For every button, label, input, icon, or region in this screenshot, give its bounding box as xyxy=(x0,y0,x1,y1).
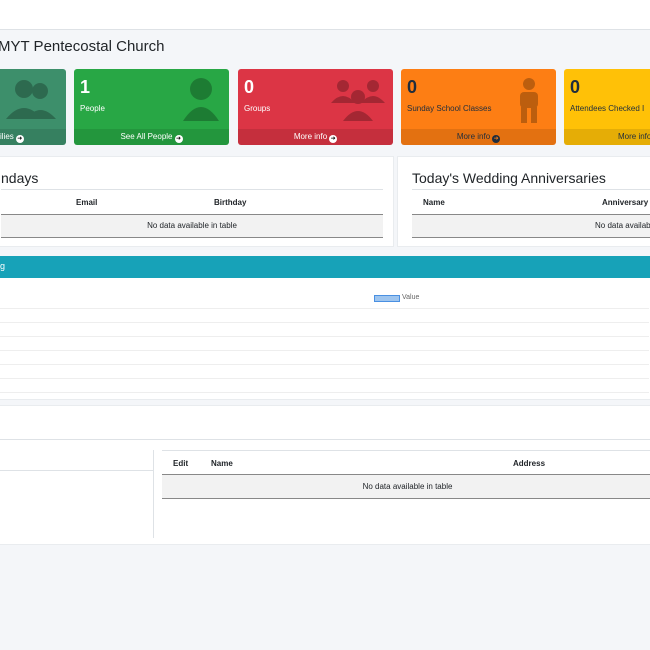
child-icon xyxy=(520,78,538,123)
users-icon xyxy=(6,80,56,119)
top-navbar xyxy=(0,0,650,30)
groups-card[interactable]: 0 Groups More info ➜ xyxy=(238,69,393,145)
sunday-school-more-info-link[interactable]: More info ➜ xyxy=(401,129,556,145)
groups-more-info-link[interactable]: More info ➜ xyxy=(238,129,393,145)
attendees-more-info-link[interactable]: More info xyxy=(564,129,650,145)
anniversaries-empty-row: No data available in ta xyxy=(412,215,650,237)
people-card[interactable]: 1 People See All People ➜ xyxy=(74,69,229,145)
address-column-header[interactable]: Address xyxy=(513,459,546,468)
anniversaries-title: Today's Wedding Anniversaries xyxy=(412,170,606,186)
groups-count: 0 xyxy=(244,77,255,97)
sidebar-divider xyxy=(153,450,154,538)
sunday-school-label: Sunday School Classes xyxy=(407,104,492,113)
group-icon xyxy=(331,80,385,121)
attendees-card[interactable]: 0 Attendees Checked I More info xyxy=(564,69,650,145)
arrow-right-icon: ➜ xyxy=(329,135,338,143)
email-column-header[interactable]: Email xyxy=(76,198,98,207)
legend-swatch[interactable] xyxy=(374,295,400,302)
people-label: People xyxy=(80,104,105,113)
edit-column-header[interactable]: Edit xyxy=(173,459,189,468)
name-column-header[interactable]: Name xyxy=(423,198,445,207)
families-panel: Edit Name Address No data available in t… xyxy=(0,405,650,545)
name-column-header[interactable]: Name xyxy=(211,459,233,468)
arrow-right-icon: ➜ xyxy=(15,135,24,143)
legend-label: Value xyxy=(402,294,420,301)
birthdays-panel: ndays Email Birthday No data available i… xyxy=(0,156,394,247)
user-icon xyxy=(183,78,219,121)
families-card[interactable]: ilies ➜ xyxy=(0,69,66,145)
birthdays-title: ndays xyxy=(1,170,39,186)
people-count: 1 xyxy=(80,77,91,97)
families-card-link[interactable]: ilies ➜ xyxy=(0,129,66,145)
anniversary-column-header[interactable]: Anniversary xyxy=(602,198,649,207)
birthdays-empty-row: No data available in table xyxy=(1,215,383,237)
arrow-right-icon: ➜ xyxy=(492,135,501,143)
chart-card-header: g xyxy=(0,256,650,278)
anniversaries-panel: Today's Wedding Anniversaries Name Anniv… xyxy=(397,156,650,247)
attendees-count: 0 xyxy=(570,77,581,97)
page-title: MYT Pentecostal Church xyxy=(0,38,165,55)
families-empty-row: No data available in table xyxy=(162,475,650,498)
see-all-people-link[interactable]: See All People ➜ xyxy=(74,129,229,145)
groups-label: Groups xyxy=(244,104,271,113)
sunday-school-count: 0 xyxy=(407,77,418,97)
arrow-right-icon: ➜ xyxy=(174,135,183,143)
attendees-label: Attendees Checked I xyxy=(570,104,645,113)
birthday-column-header[interactable]: Birthday xyxy=(214,198,247,207)
chart-panel xyxy=(0,278,650,400)
sunday-school-card[interactable]: 0 Sunday School Classes More info ➜ xyxy=(401,69,556,145)
